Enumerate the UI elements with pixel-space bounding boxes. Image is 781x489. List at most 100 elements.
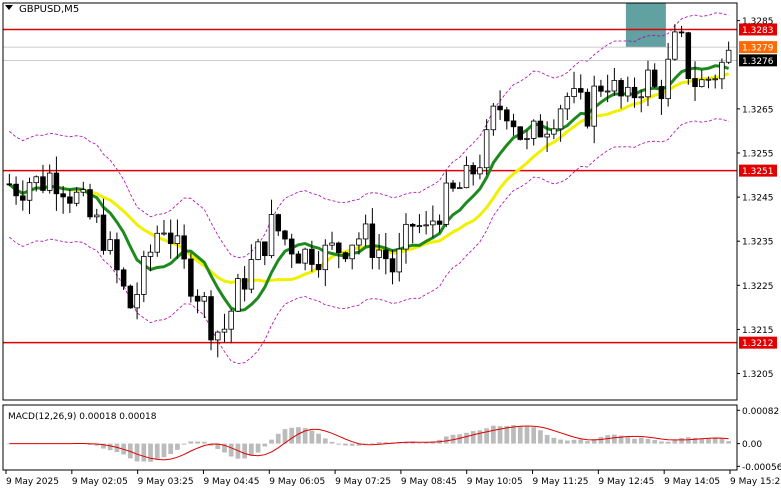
candle-body [564,96,571,110]
macd-tick-label: -0.00056 [742,463,781,473]
candle-body [611,80,618,92]
macd-bar [531,427,537,444]
price-tag-label: 1.3276 [742,57,774,67]
time-tick-label: 9 May 15:25 [730,477,781,487]
candle-body [598,85,604,92]
candle-body [302,248,308,264]
candle-body [221,328,228,333]
macd-bar [638,437,644,444]
macd-bar [470,431,476,444]
candle-body [154,232,161,253]
candle-body [120,269,127,287]
level-price-tag [739,336,777,349]
macd-bar [356,443,362,446]
macd-bar [410,441,416,444]
macd-bar [87,443,93,445]
candle-body [201,296,208,302]
macd-bar [558,439,563,444]
macd-bar [443,436,449,444]
candle-body [369,223,376,258]
macd-bar [309,430,315,444]
candle-body [463,165,470,189]
macd-bar [699,438,705,444]
candle-body [409,223,416,227]
macd-bar [632,438,637,444]
macd-bar [168,443,174,455]
time-tick-label: 9 May 07:25 [335,477,391,487]
candle-body [100,214,107,251]
candle-body [416,225,423,228]
candle-body [315,264,322,271]
candle-body [651,69,658,87]
macd-bar [464,432,469,444]
level-price-tag [739,23,777,36]
ma-fast-line [8,64,730,313]
candle-body [685,32,692,79]
time-tick-label: 9 May 10:05 [467,477,523,487]
levels-layer [3,28,737,344]
candle-body [638,96,645,99]
macd-bar [349,443,355,446]
candle-body [309,248,315,265]
time-tick-label: 9 May 02:05 [72,477,128,487]
macd-bar [175,443,180,450]
price-tick-label: 1.3245 [742,194,774,204]
candle-body [631,86,638,99]
candle-body [396,248,403,273]
candle-body [228,310,234,330]
highlight-zone [625,3,666,48]
macd-bar [302,428,308,444]
time-tick-label: 9 May 11:25 [533,477,589,487]
candle-body [127,285,134,309]
candle-body [678,31,685,34]
macd-bar [726,441,731,444]
macd-bar [612,434,617,444]
candle-body [80,189,87,193]
price-tick-label: 1.3225 [742,282,774,292]
price-tag [739,41,777,54]
macd-bar [652,440,658,444]
candle-body [584,91,591,127]
candle-body [13,183,19,197]
macd-bar [571,439,577,444]
macd-bar [672,439,678,444]
candle-body [443,182,450,225]
price-tag-label: 1.3279 [742,44,774,54]
macd-bar [598,436,604,444]
macd-bar [618,435,624,444]
collapse-arrow-icon[interactable] [5,5,13,10]
candle-body [167,232,174,244]
candle-body [557,108,564,130]
candle-body [40,176,46,191]
time-tick-label: 9 May 03:25 [138,477,194,487]
macd-bar [517,426,523,444]
candle-body [524,137,530,140]
main-pane-frame [2,2,738,401]
macd-bar [585,441,590,444]
candle-body [712,78,718,81]
candle-body [362,223,369,240]
macd-bar [7,443,12,445]
candle-body [329,242,335,246]
candle-body [134,293,140,309]
macd-bar [101,443,106,449]
macd-bar [659,441,664,444]
candle-body [335,242,342,254]
level-price-label: 1.3212 [742,339,774,349]
candle-body [161,232,167,235]
time-tick-label: 9 May 14:05 [664,477,720,487]
time-tick-label: 9 May 08:45 [401,477,457,487]
macd-bar [524,426,530,444]
candle-body [67,196,73,204]
macd-bar [504,425,510,444]
macd-bar [282,429,288,444]
candle-body [141,256,147,295]
candle-body [470,165,476,175]
macd-bar [370,442,375,444]
macd-bar [107,443,113,451]
macd-bar [692,437,698,444]
macd-tick-label: 0.00 [742,440,762,450]
candle-body [510,120,517,128]
candle-body [430,220,436,226]
candle-body [356,238,362,246]
